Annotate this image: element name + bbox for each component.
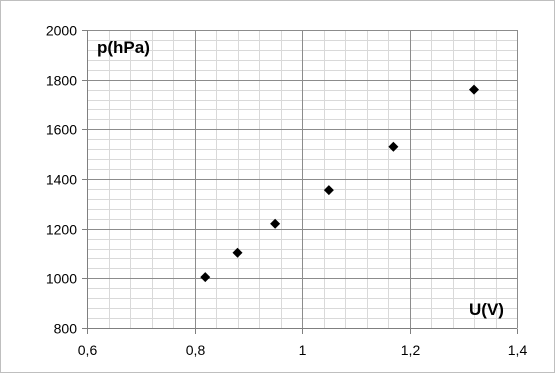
x-tick-label: 1 xyxy=(299,342,307,358)
x-tick-label: 0,8 xyxy=(186,342,206,358)
y-tick-label: 1600 xyxy=(46,122,77,138)
y-tick-label: 1200 xyxy=(46,222,77,238)
data-point xyxy=(469,84,479,95)
y-tick-label: 2000 xyxy=(46,23,77,39)
data-point xyxy=(232,247,243,258)
x-tick-label: 0,6 xyxy=(78,342,98,358)
y-tick-label: 1800 xyxy=(46,73,77,89)
tick-labels: 0,6 0,8 1 1,2 1,4 800 1000 1200 1400 1600 1800 2000 xyxy=(46,23,528,359)
data-point xyxy=(388,141,399,152)
y-tick-label: 1000 xyxy=(46,271,77,287)
y-axis-label: p(hPa) xyxy=(97,38,150,57)
major-gridlines xyxy=(87,30,518,329)
x-tick-label: 1,4 xyxy=(508,342,528,358)
y-tick-label: 800 xyxy=(54,321,78,337)
data-point xyxy=(200,272,211,283)
data-points xyxy=(200,84,479,283)
x-axis-label: U(V) xyxy=(469,300,504,319)
y-tick-label: 1400 xyxy=(46,172,77,188)
x-tick-label: 1,2 xyxy=(401,342,421,358)
data-point xyxy=(270,218,281,229)
data-point xyxy=(323,185,334,196)
axes xyxy=(82,30,518,334)
